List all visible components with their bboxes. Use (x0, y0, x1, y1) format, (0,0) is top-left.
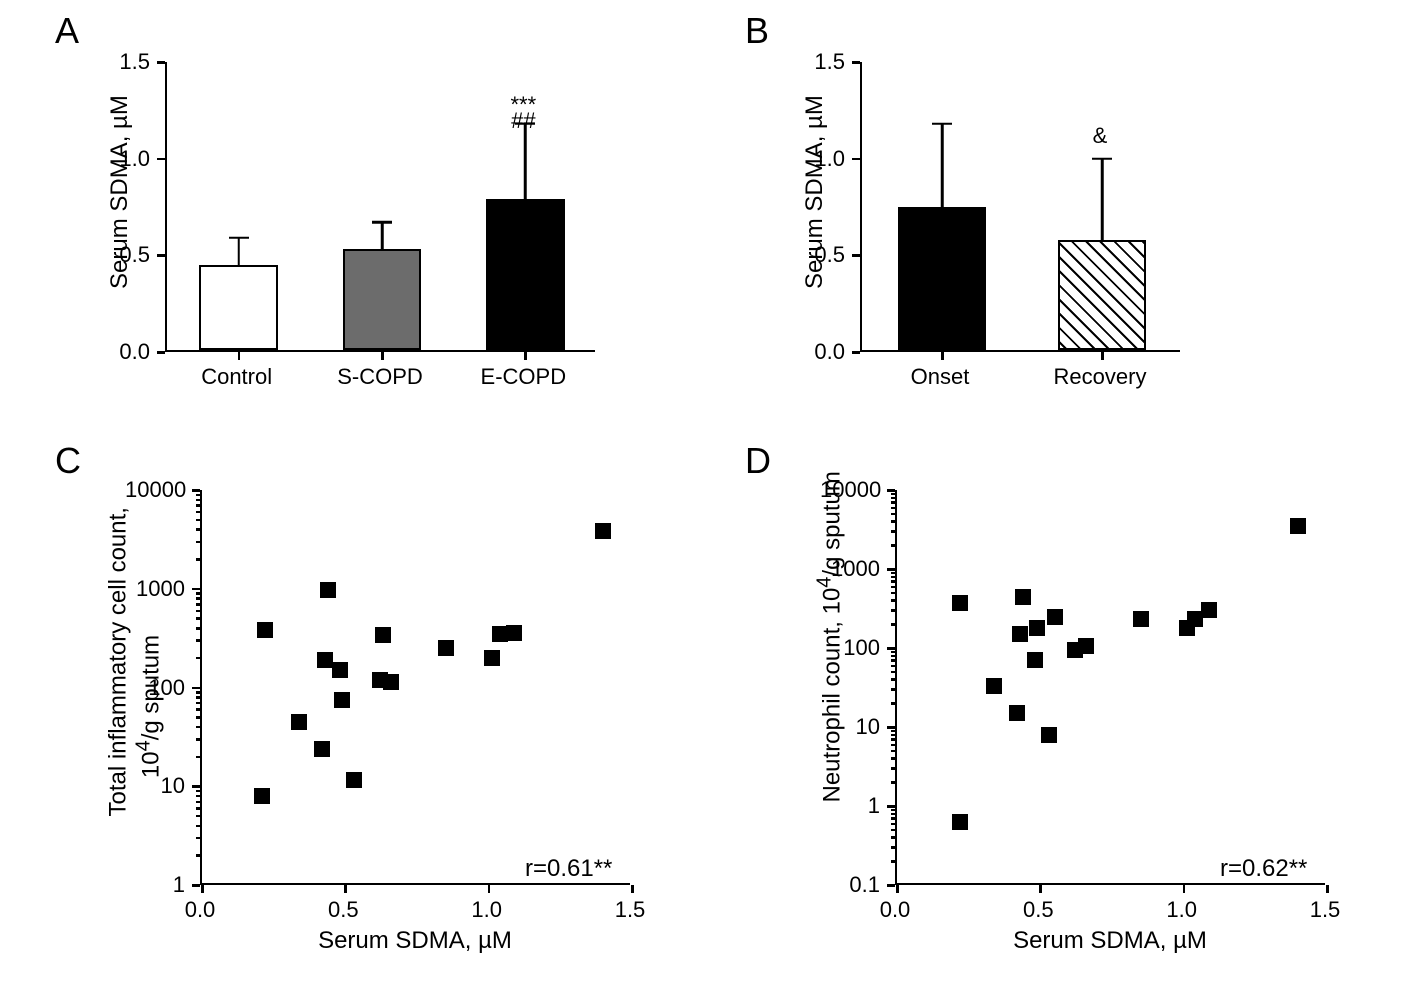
plot-C (200, 490, 630, 885)
bar-recovery (1058, 240, 1146, 350)
plot-D (895, 490, 1325, 885)
bar-onset (898, 207, 986, 350)
bar-s-copd (343, 249, 422, 350)
plot-B (860, 62, 1180, 352)
bar-e-copd (486, 199, 565, 350)
bar-control (199, 265, 278, 350)
